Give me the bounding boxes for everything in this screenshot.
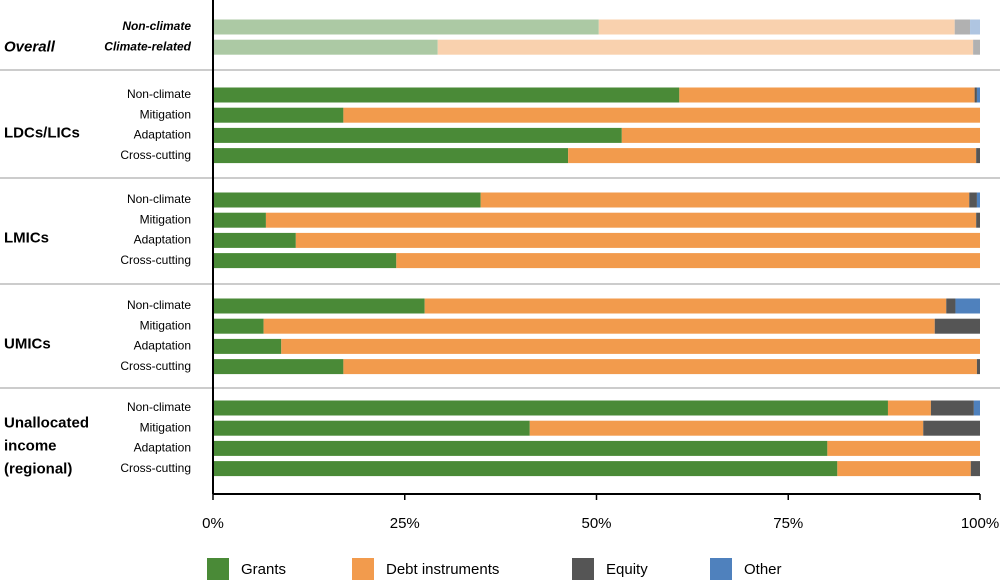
legend-swatch xyxy=(572,558,594,580)
row-label: Adaptation xyxy=(134,233,191,247)
bar-segment xyxy=(976,359,980,375)
bar-segment xyxy=(934,318,980,334)
row-label: Non-climate xyxy=(127,298,191,312)
bar-segment xyxy=(213,232,296,248)
x-tick-label: 100% xyxy=(961,515,999,532)
bar-segment xyxy=(213,440,828,456)
legend-swatch xyxy=(352,558,374,580)
bar-segment xyxy=(213,298,425,314)
bar-segment xyxy=(973,39,980,55)
row-label: Mitigation xyxy=(140,212,191,226)
bar-segment xyxy=(621,127,980,143)
bar-segment xyxy=(213,39,438,55)
bar-segment xyxy=(213,148,569,164)
bar-segment xyxy=(396,253,980,269)
bar-segment xyxy=(930,400,974,416)
bar-segment xyxy=(213,212,266,228)
row-label: Mitigation xyxy=(140,107,191,121)
bar-segment xyxy=(213,107,344,123)
row-group xyxy=(213,87,980,164)
row-group xyxy=(213,400,980,477)
bar-segment xyxy=(568,148,977,164)
row-label: Mitigation xyxy=(140,420,191,434)
bar-segment xyxy=(213,253,397,269)
bar-segment xyxy=(213,338,282,354)
bar-segment xyxy=(263,318,935,334)
bar-segment xyxy=(480,192,970,208)
bar-segment xyxy=(976,192,980,208)
row-label: Cross-cutting xyxy=(120,148,191,162)
group-label: LDCs/LICs xyxy=(4,124,80,142)
row-label: Cross-cutting xyxy=(120,461,191,475)
bar-segment xyxy=(213,420,530,436)
bar-segment xyxy=(343,359,977,375)
bar-segment xyxy=(954,19,971,35)
bar-segment xyxy=(213,19,599,35)
legend-label: Equity xyxy=(606,561,648,578)
group-label: UMICs xyxy=(4,335,51,353)
legend-label: Grants xyxy=(241,561,286,578)
bar-segment xyxy=(213,359,344,375)
bar-segment xyxy=(976,148,980,164)
x-tick-label: 50% xyxy=(581,515,611,532)
bar-segment xyxy=(213,461,838,477)
bar-segment xyxy=(887,400,931,416)
x-tick-label: 75% xyxy=(773,515,803,532)
row-label: Non-climate xyxy=(122,19,191,33)
x-tick-label: 0% xyxy=(202,515,224,532)
bar-segment xyxy=(281,338,980,354)
row-label: Cross-cutting xyxy=(120,359,191,373)
bar-segment xyxy=(946,298,956,314)
bar-segment xyxy=(343,107,980,123)
bar-segment xyxy=(265,212,977,228)
group-label: LMICs xyxy=(4,229,49,247)
row-label: Adaptation xyxy=(134,128,191,142)
group-label: Unallocated income (regional) xyxy=(4,414,90,478)
bar-segment xyxy=(437,39,974,55)
group-label: Overall xyxy=(4,38,55,56)
bar-segment xyxy=(969,192,977,208)
row-label: Adaptation xyxy=(134,339,191,353)
bar-segment xyxy=(970,461,980,477)
bar-segment xyxy=(679,87,975,103)
legend-label: Other xyxy=(744,561,782,578)
x-tick-label: 25% xyxy=(390,515,420,532)
bar-segment xyxy=(970,19,980,35)
bar-segment xyxy=(827,440,980,456)
bar-segment xyxy=(424,298,947,314)
bar-segment xyxy=(213,318,264,334)
row-label: Non-climate xyxy=(127,192,191,206)
bar-segment xyxy=(973,400,980,416)
row-label: Cross-cutting xyxy=(120,253,191,267)
row-group xyxy=(213,19,980,55)
row-group xyxy=(213,298,980,375)
bar-segment xyxy=(213,127,622,143)
row-group xyxy=(213,192,980,269)
bar-segment xyxy=(955,298,980,314)
bar-segment xyxy=(213,192,481,208)
bar-segment xyxy=(837,461,971,477)
bar-segment xyxy=(976,87,980,103)
row-label: Mitigation xyxy=(140,318,191,332)
bar-segment xyxy=(976,212,980,228)
row-label: Adaptation xyxy=(134,441,191,455)
row-label: Climate-related xyxy=(104,39,191,53)
bar-segment xyxy=(213,87,680,103)
bar-segment xyxy=(923,420,980,436)
row-label: Non-climate xyxy=(127,400,191,414)
bar-segment xyxy=(295,232,980,248)
bar-segment xyxy=(529,420,924,436)
legend-swatch xyxy=(710,558,732,580)
legend-swatch xyxy=(207,558,229,580)
bar-segment xyxy=(598,19,955,35)
bar-segment xyxy=(974,87,977,103)
legend-label: Debt instruments xyxy=(386,561,499,578)
row-label: Non-climate xyxy=(127,87,191,101)
bar-segment xyxy=(213,400,888,416)
